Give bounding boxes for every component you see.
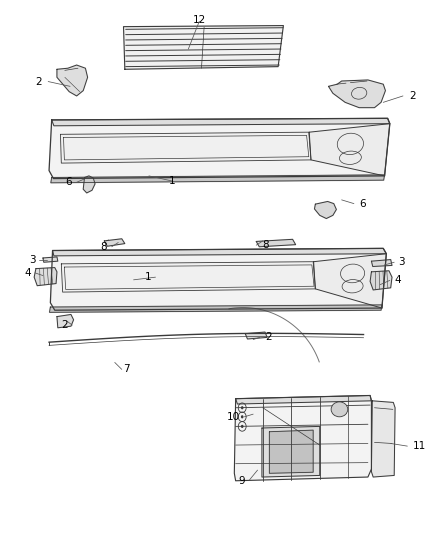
Polygon shape [314,201,336,219]
Polygon shape [124,26,283,69]
Polygon shape [245,332,267,339]
Text: 2: 2 [265,333,272,342]
Text: 8: 8 [262,240,268,250]
Polygon shape [43,257,58,262]
Text: 2: 2 [410,91,416,101]
Polygon shape [269,430,313,473]
Polygon shape [51,175,385,183]
Polygon shape [49,118,390,179]
Text: 11: 11 [413,441,426,451]
Text: 4: 4 [394,276,401,285]
Text: 3: 3 [399,257,405,267]
Polygon shape [370,271,392,290]
Polygon shape [57,65,88,96]
Text: 6: 6 [359,199,366,208]
Polygon shape [328,80,385,108]
Text: 3: 3 [29,255,36,265]
Text: 1: 1 [169,176,175,186]
Circle shape [241,425,244,428]
Text: 4: 4 [25,268,32,278]
Text: 2: 2 [35,77,42,86]
Polygon shape [309,124,390,176]
Ellipse shape [331,402,348,417]
Polygon shape [314,254,386,308]
Polygon shape [53,248,386,256]
Text: 12: 12 [193,15,206,25]
Polygon shape [50,248,386,310]
Polygon shape [49,305,382,312]
Polygon shape [57,314,74,328]
Polygon shape [236,395,371,404]
Polygon shape [262,426,320,477]
Polygon shape [371,260,392,266]
Polygon shape [52,118,390,126]
Polygon shape [60,132,311,163]
Polygon shape [34,268,57,286]
Text: 9: 9 [239,477,245,486]
Text: 1: 1 [145,272,151,282]
Polygon shape [234,395,371,481]
Text: 7: 7 [124,365,130,374]
Circle shape [241,415,244,418]
Polygon shape [371,401,395,477]
Polygon shape [256,239,296,247]
Polygon shape [83,176,95,193]
Text: 10: 10 [227,412,240,422]
Text: 8: 8 [101,242,107,252]
Polygon shape [104,239,125,246]
Text: 2: 2 [61,320,68,330]
Text: 6: 6 [66,177,72,187]
Polygon shape [61,262,315,292]
Circle shape [241,406,244,409]
